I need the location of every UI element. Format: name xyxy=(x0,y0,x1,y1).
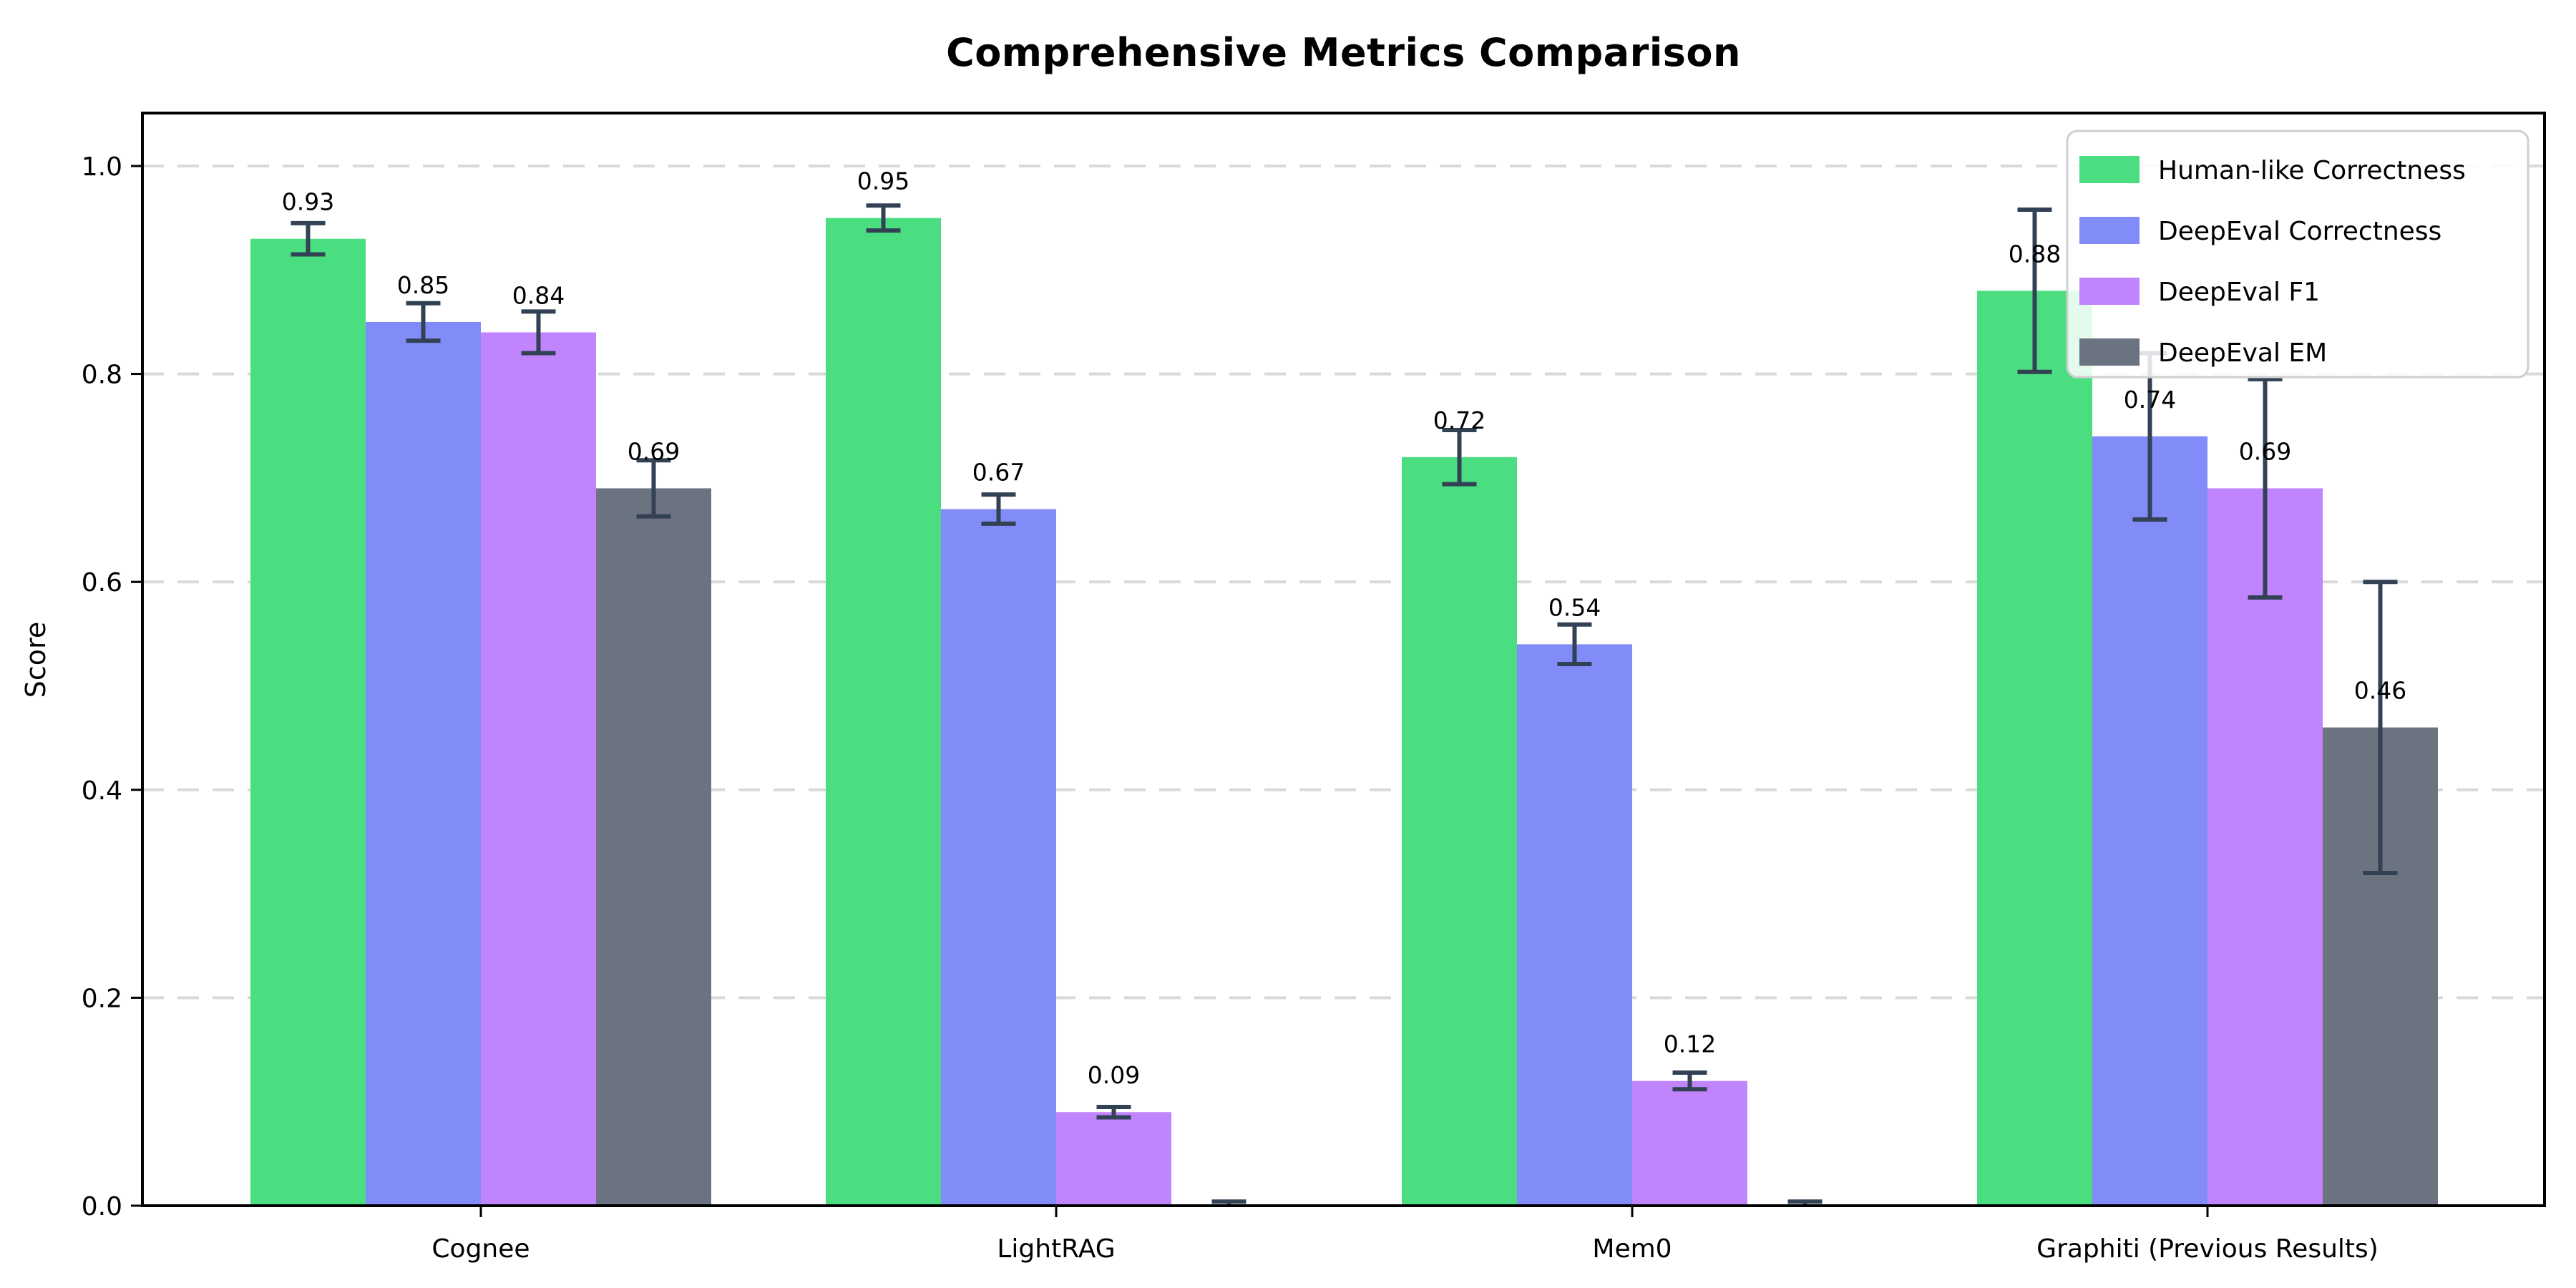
y-tick-label: 0.6 xyxy=(82,568,122,597)
y-tick-label: 0.8 xyxy=(82,361,122,390)
bar-value-label: 0.46 xyxy=(2354,677,2406,705)
bar xyxy=(1977,291,2092,1206)
bar xyxy=(1632,1080,1747,1206)
bar xyxy=(2092,436,2207,1206)
bar xyxy=(941,509,1056,1206)
legend-swatch xyxy=(2079,217,2140,244)
bar xyxy=(481,332,596,1206)
bar-value-label: 0.84 xyxy=(512,281,565,309)
bar-value-label: 0.74 xyxy=(2124,386,2176,414)
bar-value-label: 0.95 xyxy=(857,167,909,195)
chart-title: Comprehensive Metrics Comparison xyxy=(946,30,1741,75)
bar-value-label: 0.67 xyxy=(972,458,1025,486)
y-tick-label: 0.0 xyxy=(82,1192,122,1221)
bar xyxy=(2207,488,2323,1206)
legend-box xyxy=(2066,130,2529,379)
bar xyxy=(250,238,366,1206)
legend-label: DeepEval EM xyxy=(2158,338,2327,368)
x-tick-label: LightRAG xyxy=(997,1234,1115,1264)
legend-label: DeepEval F1 xyxy=(2158,278,2320,307)
bar xyxy=(1402,457,1517,1206)
x-tick-label: Graphiti (Previous Results) xyxy=(2036,1234,2379,1264)
bar-value-label: 0.09 xyxy=(1088,1061,1140,1089)
y-tick-label: 0.4 xyxy=(82,776,122,806)
legend-swatch xyxy=(2079,278,2140,305)
bar-value-label: 0.12 xyxy=(1664,1030,1716,1058)
bar xyxy=(366,321,481,1206)
legend-swatch xyxy=(2079,338,2140,366)
legend-swatch xyxy=(2079,156,2140,183)
bar xyxy=(1517,644,1632,1206)
bar xyxy=(596,488,711,1206)
bar-value-label: 0.93 xyxy=(282,188,334,216)
plot-border xyxy=(141,112,2546,1207)
x-tick-label: Mem0 xyxy=(1592,1234,1672,1264)
x-tick-label: Cognee xyxy=(431,1234,530,1264)
bar xyxy=(826,218,941,1206)
bar-value-label: 0.85 xyxy=(397,271,449,299)
legend-label: DeepEval Correctness xyxy=(2158,217,2441,246)
y-tick-label: 1.0 xyxy=(82,152,122,182)
bar-value-label: 0.72 xyxy=(1433,406,1485,434)
bar-value-label: 0.69 xyxy=(2239,437,2291,465)
y-tick-label: 0.2 xyxy=(82,984,122,1013)
bar-value-label: 0.54 xyxy=(1548,593,1601,621)
bar-value-label: 0.69 xyxy=(628,437,680,465)
legend-label: Human-like Correctness xyxy=(2158,156,2466,185)
bar-value-label: 0.88 xyxy=(2009,240,2061,268)
bar xyxy=(1056,1112,1171,1206)
